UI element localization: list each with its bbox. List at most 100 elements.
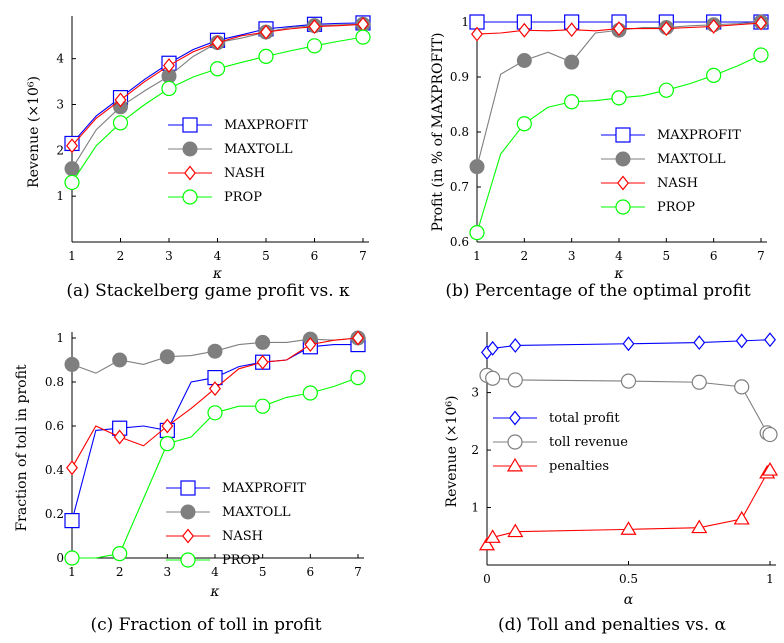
data-point	[258, 48, 274, 64]
legend-label: MAXPROFIT	[657, 128, 741, 143]
data-point	[64, 161, 80, 177]
legend-marker	[615, 151, 631, 167]
caption: (d) Toll and penalties vs. α	[498, 615, 727, 635]
x-tick-label: 7	[757, 249, 765, 263]
legend-label: total profit	[549, 411, 620, 426]
legend: MAXPROFIT MAXTOLL NASH PROP	[168, 117, 308, 205]
x-axis-label: α	[624, 592, 634, 608]
data-point	[733, 510, 750, 525]
y-tick-label: 1	[461, 15, 469, 29]
legend-label: penalties	[549, 459, 609, 474]
data-point	[256, 354, 269, 370]
data-point	[255, 398, 271, 414]
data-point	[260, 24, 272, 40]
x-tick-label: 6	[710, 249, 718, 263]
data-point	[507, 372, 523, 388]
x-tick-label: 4	[214, 249, 222, 263]
y-tick-label: 3	[56, 98, 64, 112]
data-point	[660, 21, 673, 37]
y-axis-label: Profit (in % of MAXPROFIT)	[430, 32, 446, 231]
legend-label: MAXPROFIT	[224, 118, 308, 133]
data-point	[112, 115, 129, 131]
x-tick-label: 1	[473, 249, 481, 263]
legend-label: NASH	[222, 529, 263, 544]
data-point	[753, 47, 769, 63]
caption: (a) Stackelberg game profit vs. κ	[66, 281, 350, 301]
y-tick-label: 1	[56, 331, 64, 345]
y-tick-label: 0.7	[450, 180, 469, 194]
legend-label: MAXTOLL	[224, 142, 293, 157]
x-tick-label: 3	[165, 249, 173, 263]
x-tick-label: 3	[164, 565, 172, 579]
data-point	[64, 512, 80, 529]
x-tick-label: 7	[354, 565, 362, 579]
data-point	[355, 29, 371, 45]
legend-label: MAXTOLL	[222, 505, 291, 520]
data-point	[161, 80, 177, 97]
y-tick-label: 1	[471, 501, 479, 515]
data-point	[64, 356, 80, 372]
chart-a: 1 2 3 4 5 6 7 1 2 3 4 κ Revenue (×10⁶) MAXPROFIT MAXTO…	[26, 15, 371, 301]
data-point	[762, 426, 778, 443]
y-axis-label: Revenue (×10⁶)	[26, 76, 42, 188]
legend-label: PROP	[224, 190, 262, 205]
data-point	[469, 225, 485, 241]
legend-marker	[182, 189, 198, 205]
legend-marker	[182, 141, 198, 157]
data-point	[64, 550, 80, 566]
legend-marker	[180, 504, 196, 520]
x-tick-label: 6	[311, 249, 319, 263]
data-point	[114, 92, 127, 108]
data-point	[64, 174, 80, 191]
x-tick-label: 2	[521, 249, 529, 263]
data-point	[209, 381, 221, 397]
data-point	[516, 116, 532, 132]
data-point	[707, 18, 720, 34]
x-axis-label: κ	[212, 266, 222, 282]
y-tick-label: 0.2	[45, 507, 64, 521]
data-point	[518, 22, 531, 38]
legend-marker	[182, 528, 194, 544]
data-point	[478, 536, 496, 551]
legend-marker	[507, 434, 523, 450]
x-tick-label: 0	[483, 572, 491, 586]
x-tick-label: 1	[68, 249, 76, 263]
data-point	[565, 22, 578, 38]
data-point	[507, 523, 524, 538]
chart-d: 0 0.5 1 1 2 3 α Revenue (×10⁶) total profit toll …	[444, 332, 779, 635]
y-axis-label: Revenue (×10⁶)	[444, 396, 460, 508]
legend-marker	[615, 127, 631, 143]
data-point	[735, 333, 748, 349]
x-tick-label: 4	[615, 249, 623, 263]
data-point	[159, 349, 175, 365]
legend-label: NASH	[224, 166, 265, 181]
data-point	[734, 379, 750, 395]
data-point	[755, 15, 767, 31]
data-point	[764, 332, 776, 348]
x-tick-label: 1	[766, 572, 774, 586]
data-point	[302, 385, 318, 401]
x-tick-label: 5	[259, 565, 267, 579]
y-tick-label: 0.4	[45, 463, 64, 477]
x-tick-label: 2	[117, 249, 125, 263]
y-tick-label: 1	[56, 189, 64, 203]
legend-marker	[509, 410, 521, 426]
x-tick-label: 4	[211, 565, 219, 579]
legend: total profit toll revenue penalties	[493, 410, 628, 474]
data-point	[761, 461, 779, 476]
data-point	[620, 521, 637, 535]
caption: (c) Fraction of toll in profit	[90, 615, 321, 635]
legend-marker	[182, 117, 198, 133]
data-point	[620, 373, 637, 389]
y-tick-label: 0.6	[450, 235, 469, 249]
chart-b: 1 2 3 4 5 6 7 0.6 0.7 0.8 0.9 1 κ Profit (in % of MAX…	[430, 14, 769, 301]
data-point	[211, 35, 224, 51]
y-tick-label: 2	[471, 443, 479, 457]
legend-label: toll revenue	[549, 435, 628, 450]
legend-label: MAXTOLL	[657, 152, 726, 167]
chart-c: 1 2 3 4 5 6 7 0 0.2 0.4 0.6 0.8 1 κ Fraction of toll i…	[14, 330, 366, 635]
data-point	[207, 405, 223, 421]
data-point	[163, 58, 175, 74]
legend-marker	[617, 175, 629, 191]
